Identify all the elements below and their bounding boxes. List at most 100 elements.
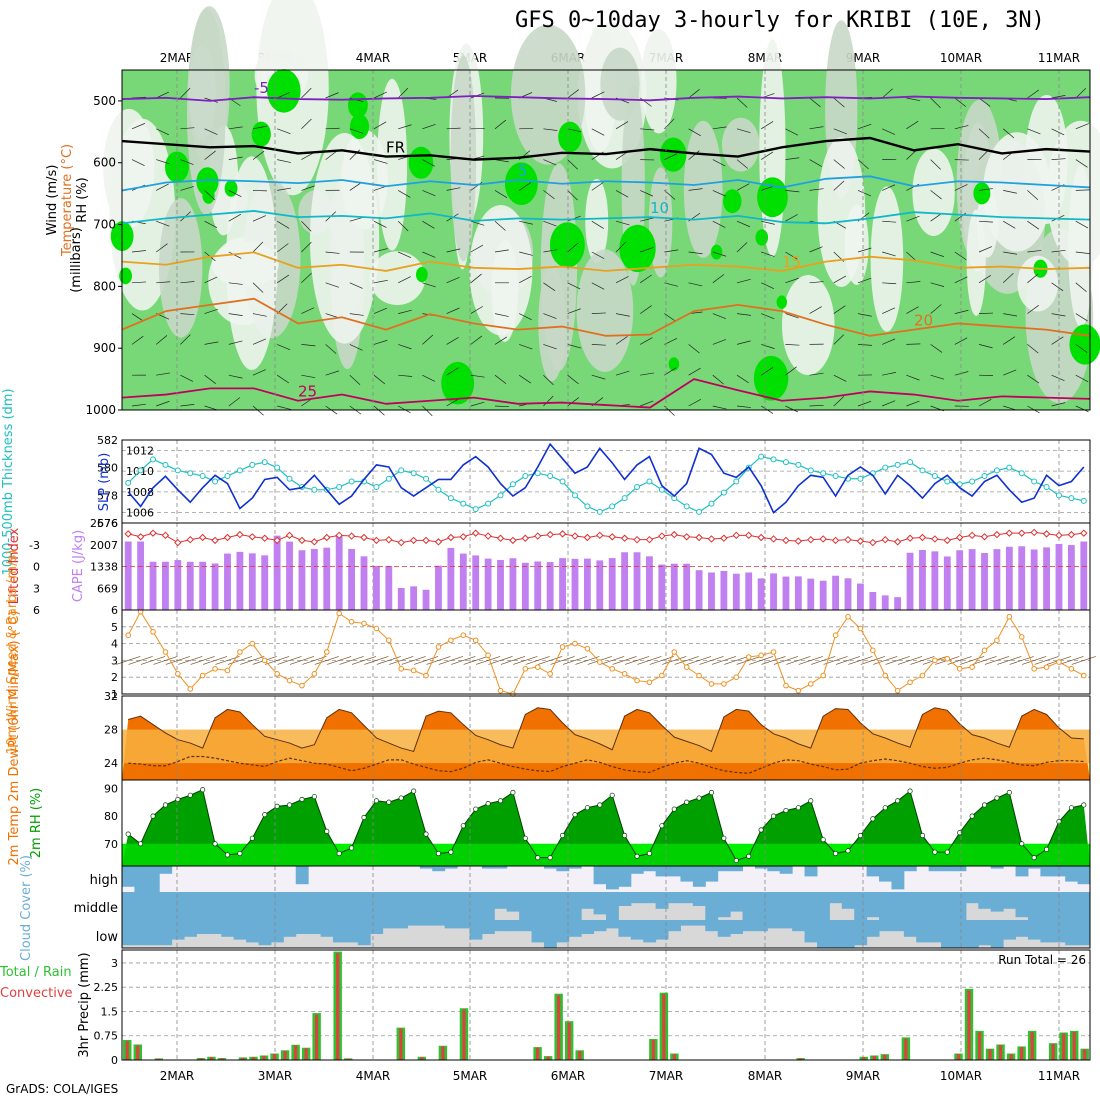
cloud-cell-middle: [805, 892, 818, 920]
wind10m-point: [697, 673, 702, 678]
cloud-cell-low: [395, 920, 408, 928]
precip-convective-bar: [441, 1046, 444, 1060]
rh-moist-patch: [119, 268, 132, 285]
upper-ytick-label: 500: [93, 94, 116, 108]
cape-tick: 2676: [90, 517, 118, 530]
precip-tick: 1.5: [101, 1005, 119, 1018]
wind10m-point: [920, 673, 925, 678]
rh2m-point: [759, 828, 763, 832]
cloud-cell-middle: [904, 892, 917, 920]
bottom-date-label: 4MAR: [356, 1069, 391, 1083]
thickness-point: [560, 479, 565, 484]
cloud-cell-low: [929, 920, 942, 942]
rh2m-point: [647, 851, 651, 855]
isotherm-label: 15: [782, 253, 801, 271]
cloud-cell-middle: [383, 892, 396, 920]
wind10m-point: [771, 650, 776, 655]
cloud-cell-low: [581, 920, 594, 934]
lifted-index-point: [435, 539, 441, 545]
upper-ylabel-0: (millibars): [69, 227, 84, 293]
rh2m-point: [945, 850, 949, 854]
precip-convective-bar: [999, 1045, 1002, 1060]
cloud-cell-high: [432, 866, 445, 871]
rh2m-point: [796, 806, 800, 810]
cape-bar: [807, 579, 814, 610]
cloud-cell-low: [680, 920, 693, 926]
rh2m-point: [635, 854, 639, 858]
lifted-index-point: [584, 535, 590, 541]
thickness-point: [386, 476, 391, 481]
lifted-index-point: [1031, 529, 1037, 535]
wind10m-point: [411, 668, 416, 673]
cloud-cell-low: [817, 920, 830, 948]
rh2m-point: [337, 851, 341, 855]
rh2m-point: [1020, 842, 1024, 846]
thickness-point: [709, 501, 714, 506]
rh2m-point: [548, 855, 552, 859]
cape-bar: [671, 564, 678, 610]
cloud-cell-middle: [916, 892, 929, 920]
wind10m-point: [982, 648, 987, 653]
bottom-date-label: 5MAR: [453, 1069, 488, 1083]
rh2m-tick: 70: [104, 838, 118, 851]
wind10m-point: [722, 682, 727, 687]
cloud-cell-middle: [172, 892, 185, 920]
cape-bar: [410, 586, 417, 610]
cloud-cell-low: [743, 920, 756, 931]
cloud-cell-middle: [519, 892, 532, 920]
wind10m-point: [424, 673, 429, 678]
wind10m-point: [759, 653, 764, 658]
thickness-point: [411, 471, 416, 476]
cloud-cell-middle: [879, 892, 892, 920]
cape-bar: [956, 550, 963, 610]
rh2m-point: [424, 832, 428, 836]
lifted-index-point: [1056, 532, 1062, 538]
wind10m-point: [349, 619, 354, 624]
cloud-cell-high: [904, 866, 917, 871]
cape-bar: [236, 552, 243, 610]
lifted-index-point: [758, 535, 764, 541]
thickness-line: [128, 457, 1084, 512]
cloud-cell-high: [643, 866, 656, 871]
cloud-cell-low: [767, 920, 780, 928]
thickness-point: [399, 468, 404, 473]
cloud-cell-low: [1078, 920, 1091, 945]
lifted-index-point: [634, 537, 640, 543]
upper-side-label-0: Wind (m/s): [45, 165, 60, 236]
thickness-point: [213, 479, 218, 484]
lifted-index-point: [485, 533, 491, 539]
wind10m-point: [324, 650, 329, 655]
lifted-index-point: [249, 534, 255, 540]
wind10m-point: [436, 645, 441, 650]
cape-bar: [212, 563, 219, 610]
rh2m-point: [349, 846, 353, 850]
lifted-index-point: [498, 535, 504, 541]
thickness-point: [275, 465, 280, 470]
wind10m-point: [833, 633, 838, 638]
thickness-point: [1032, 479, 1037, 484]
lifted-index-point: [448, 535, 454, 541]
lifted-index-point: [659, 533, 665, 539]
cloud-cell-middle: [296, 892, 309, 920]
rh2m-point: [387, 800, 391, 804]
thickness-point: [982, 473, 987, 478]
wind10m-point: [225, 668, 230, 673]
cape-bar: [472, 555, 479, 610]
cape-bar: [969, 549, 976, 610]
precip-ylabel-0: 3hr Precip (mm): [77, 952, 92, 1057]
wind10m-point: [709, 682, 714, 687]
precip-convective-bar: [462, 1010, 465, 1060]
precip-convective-bar: [652, 1040, 655, 1060]
thickness-point: [1007, 465, 1012, 470]
wind10m-point: [684, 665, 689, 670]
cape-tick: 1338: [90, 561, 118, 574]
wind10m-point: [573, 641, 578, 646]
cloud-cell-low: [196, 920, 209, 934]
thickness-point: [548, 473, 553, 478]
lifted-index-tick: 6: [33, 604, 40, 617]
lifted-index-point: [547, 532, 553, 538]
lifted-index-point: [361, 535, 367, 541]
cloud-ylabel-0: Cloud Cover (%): [19, 855, 34, 961]
rh2m-tick: 80: [104, 810, 118, 823]
cape-bar: [1031, 549, 1038, 610]
